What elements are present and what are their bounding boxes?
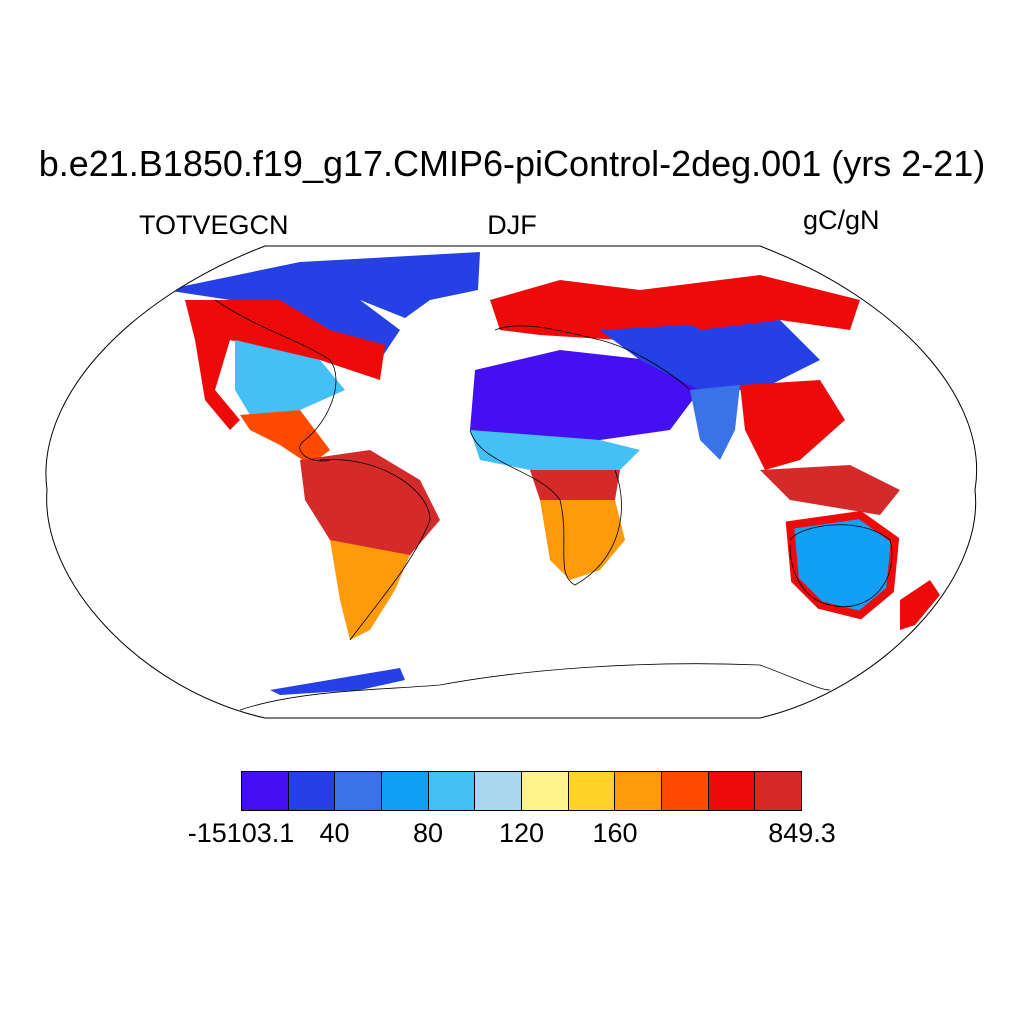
australia-region	[790, 515, 895, 615]
colorbar-label-3: 120	[498, 818, 545, 848]
central-asia-region	[600, 320, 820, 390]
colorbar-box-2	[335, 772, 383, 810]
western-north-america-region	[185, 300, 385, 430]
colorbar-box-6	[522, 772, 569, 810]
colorbar-box-3	[382, 772, 429, 810]
new-zealand-region	[900, 580, 940, 630]
colorbar-box-11	[755, 772, 802, 810]
colorbar-box-0	[242, 772, 289, 810]
sahel-region	[470, 430, 640, 470]
colorbar-box-5	[475, 772, 523, 810]
coastlines	[214, 299, 893, 711]
central-africa-region	[530, 470, 620, 505]
colorbar-box-10	[708, 772, 756, 810]
amazon-region	[300, 450, 440, 560]
us-interior-region	[235, 340, 345, 415]
variable-label: TOTVEGCN	[139, 210, 289, 240]
colorbar-label-0: -15103.1	[187, 818, 295, 848]
colorbar-box-8	[615, 772, 663, 810]
colorbar-label-4: 160	[592, 818, 638, 848]
units-label: gC/gN	[803, 205, 880, 235]
colorbar-box-4	[428, 772, 476, 810]
colorbar-box-1	[288, 772, 336, 810]
globe-outline	[45, 245, 977, 719]
southern-africa-region	[540, 500, 625, 580]
southeast-asia-region	[740, 380, 845, 470]
antarctic-fringe-region	[270, 668, 405, 695]
sahara-region	[470, 350, 700, 445]
season-label: DJF	[487, 210, 537, 240]
colorbar-box-7	[568, 772, 616, 810]
colorbar-box-9	[662, 772, 709, 810]
colorbar	[241, 771, 802, 811]
central-america-region	[240, 410, 330, 465]
colorbar-label-5: 849.3	[768, 818, 836, 848]
map-regions	[165, 252, 940, 695]
india-region	[690, 385, 740, 460]
greenland-region	[300, 252, 480, 318]
colorbar-label-2: 80	[412, 818, 444, 848]
maritime-continent-region	[760, 465, 900, 515]
southern-south-america-region	[330, 540, 410, 640]
siberia-region	[640, 275, 860, 330]
plot-title: b.e21.B1850.f19_g17.CMIP6-piControl-2deg…	[38, 143, 986, 184]
colorbar-label-1: 40	[319, 818, 350, 848]
australia-coast-rim	[785, 510, 900, 620]
